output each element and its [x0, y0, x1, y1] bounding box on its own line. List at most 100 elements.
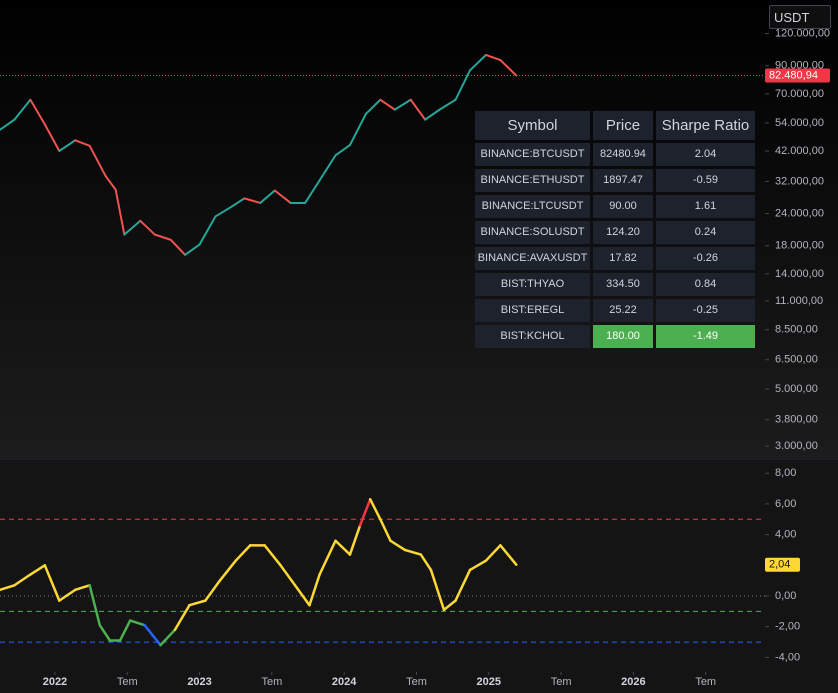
table-cell: 17.82 [593, 247, 653, 270]
series-segment [308, 573, 321, 607]
series-segment [29, 564, 47, 576]
table-cell: 90.00 [593, 195, 653, 218]
series-segment [74, 139, 91, 147]
y-tick-label: 18.000,00 [775, 240, 824, 252]
series-segment [409, 98, 427, 121]
series-segment [153, 233, 172, 241]
y-tick-label: 32.000,00 [775, 175, 824, 187]
y-tick-label: 3.000,00 [775, 440, 818, 452]
table-cell: -0.25 [656, 299, 755, 322]
series-segment [204, 579, 222, 602]
series-segment [259, 189, 276, 204]
table-cell: 82480.94 [593, 143, 653, 166]
series-segment [348, 112, 367, 147]
table-cell: BINANCE:LTCUSDT [475, 195, 590, 218]
series-segment [419, 553, 433, 572]
series-segment [29, 98, 46, 126]
series-segment [403, 548, 423, 556]
y-tick-label: 120.000,00 [775, 27, 830, 39]
last-value-badge [765, 557, 800, 572]
table-cell: BIST:KCHOL [475, 325, 590, 348]
series-segment [43, 123, 61, 153]
series-segment [188, 599, 207, 607]
y-tick-label: -4,00 [775, 651, 800, 663]
table-cell: Symbol [475, 111, 590, 140]
y-tick-label: -2,00 [775, 621, 800, 633]
series-segment [0, 584, 16, 592]
currency-selector[interactable]: USDT [769, 5, 831, 29]
x-tick-label: Tem [551, 676, 572, 688]
y-tick-label: 42.000,00 [775, 145, 824, 157]
table-cell: 0.84 [656, 273, 755, 296]
series-segment [43, 564, 61, 602]
series-segment [263, 544, 282, 567]
y-tick-label: 3.800,00 [775, 414, 818, 426]
series-segment [13, 573, 32, 587]
series-segment [424, 108, 441, 121]
table-cell: -0.26 [656, 247, 755, 270]
table-cell: 334.50 [593, 273, 653, 296]
y-tick-label: 24.000,00 [775, 208, 824, 220]
series-segment [214, 206, 231, 218]
series-segment [499, 544, 518, 566]
series-segment [234, 544, 252, 562]
y-tick-label: 4,00 [775, 529, 796, 541]
table-cell: 25.22 [593, 299, 653, 322]
y-tick-label: 0,00 [775, 590, 796, 602]
indicator-pane [0, 460, 838, 693]
series-segment [123, 219, 142, 236]
series-segment [484, 53, 502, 62]
last-value-badge [765, 68, 830, 83]
table-cell: 180.00 [593, 325, 653, 348]
series-segment [98, 623, 112, 642]
x-tick-label: 2024 [332, 676, 357, 688]
series-segment [243, 197, 262, 204]
series-segment [0, 118, 16, 131]
table-cell: BIST:EREGL [475, 299, 590, 322]
series-segment [184, 243, 201, 256]
series-segment [128, 619, 146, 627]
series-segment [368, 498, 382, 521]
x-tick-label: 2025 [477, 676, 501, 688]
series-segment [139, 219, 156, 236]
table-cell: -0.59 [656, 169, 755, 192]
series-segment [88, 144, 107, 177]
table-cell: Price [593, 111, 653, 140]
series-segment [293, 584, 311, 607]
x-tick-label: Tem [406, 676, 427, 688]
series-segment [104, 174, 117, 191]
table-cell: Sharpe Ratio [656, 111, 755, 140]
series-segment [389, 539, 407, 552]
series-segment [358, 498, 372, 527]
y-tick-label: 8.500,00 [775, 324, 818, 336]
y-tick-label: 6.500,00 [775, 354, 818, 366]
table-cell: BINANCE:SOLUSDT [475, 221, 590, 244]
y-tick-label: 11.000,00 [775, 295, 823, 307]
series-segment [143, 623, 162, 647]
series-segment [468, 559, 488, 572]
y-tick-label: 6,00 [775, 498, 796, 510]
series-segment [364, 98, 382, 115]
sharpe-table: Symbol Price Sharpe Ratio BINANCE:BTCUSDT 82… [475, 111, 755, 348]
series-segment [348, 524, 362, 556]
series-segment [173, 603, 191, 632]
x-tick-label: Tem [695, 676, 716, 688]
series-segment [13, 98, 32, 121]
series-segment [198, 215, 217, 246]
series-segment [442, 599, 457, 612]
series-segment [438, 98, 457, 111]
table-cell: 0.24 [656, 221, 755, 244]
y-tick-label: 14.000,00 [775, 268, 824, 280]
table-cell: 124.20 [593, 221, 653, 244]
series-segment [88, 584, 102, 627]
x-tick-label: 2026 [621, 676, 645, 688]
series-segment [273, 189, 292, 204]
series-segment [484, 544, 502, 562]
series-segment [468, 53, 487, 72]
last-value-label: 82.480,94 [769, 69, 818, 81]
series-segment [499, 59, 518, 77]
series-segment [379, 518, 392, 542]
y-tick-label: 70.000,00 [775, 88, 824, 100]
table-cell: 1.61 [656, 195, 755, 218]
x-tick-label: 2022 [43, 676, 67, 688]
